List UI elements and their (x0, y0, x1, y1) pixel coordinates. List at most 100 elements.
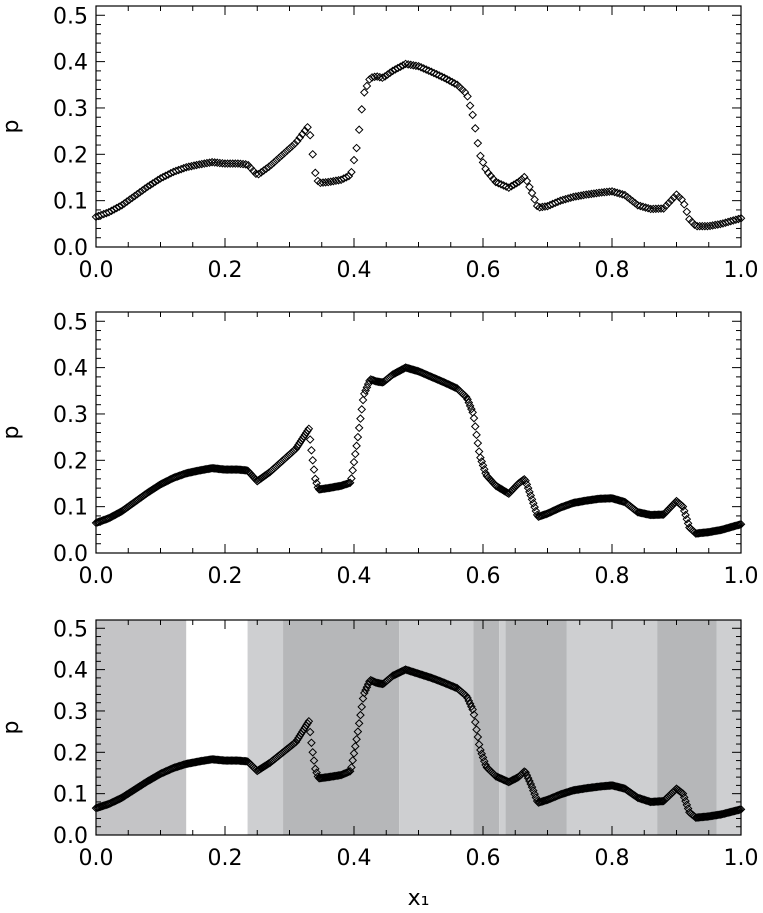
y-tick-label: 0.1 (53, 496, 88, 521)
data-point (472, 430, 481, 440)
data-point (672, 496, 681, 506)
data-point (309, 756, 319, 765)
data-point (672, 190, 681, 199)
y-tick-label: 0.2 (53, 449, 88, 474)
data-point (140, 184, 150, 193)
data-point (189, 161, 199, 170)
data-point (181, 162, 191, 172)
data-point (300, 126, 310, 136)
data-point (677, 195, 686, 204)
data-point (282, 452, 292, 462)
data-point (500, 776, 510, 785)
data-point (423, 370, 432, 380)
y-tick-label: 0.4 (53, 659, 88, 684)
data-point (307, 738, 316, 748)
data-point (464, 398, 474, 407)
data-point (349, 155, 359, 165)
data-point (267, 160, 276, 170)
data-point (233, 159, 243, 168)
data-point (530, 502, 539, 512)
data-point (522, 480, 532, 489)
data-point (416, 63, 426, 72)
data-point (683, 519, 693, 528)
data-point (385, 68, 395, 78)
data-point (519, 172, 529, 182)
data-point (726, 807, 735, 817)
data-point (504, 183, 514, 192)
data-point (358, 694, 368, 703)
data-point (179, 760, 189, 770)
y-axis-label: p (0, 120, 24, 134)
data-point (467, 702, 476, 711)
data-point (618, 190, 627, 199)
data-point (343, 767, 352, 777)
data-point (605, 781, 614, 790)
data-point (472, 725, 481, 734)
data-point (120, 199, 129, 208)
data-point (467, 404, 476, 414)
data-point (494, 178, 503, 188)
data-point (532, 201, 542, 211)
data-point (468, 705, 477, 714)
data-point (427, 372, 436, 382)
data-point (277, 151, 287, 160)
data-point (130, 191, 140, 201)
y-tick-label: 0.4 (53, 357, 88, 382)
data-point (529, 786, 538, 795)
data-point (114, 202, 124, 211)
data-point (507, 181, 516, 191)
data-point (633, 200, 643, 210)
data-point (664, 504, 674, 514)
data-point (607, 187, 617, 196)
data-point (437, 72, 447, 81)
data-point (438, 377, 448, 387)
data-series (91, 59, 746, 231)
data-point (527, 188, 537, 198)
data-point (679, 506, 689, 516)
x-tick-label: 1.0 (724, 258, 759, 283)
data-point (429, 68, 439, 78)
data-point (523, 773, 533, 783)
data-point (667, 502, 676, 511)
data-point (619, 497, 628, 506)
data-point (612, 188, 622, 198)
data-point (272, 155, 281, 165)
data-point (499, 181, 508, 190)
data-point (269, 464, 279, 473)
data-point (464, 696, 474, 706)
data-point (375, 377, 385, 387)
data-point (151, 177, 160, 187)
x-tick-label: 0.4 (337, 564, 372, 589)
y-axis-label: p (0, 721, 24, 735)
data-point (341, 768, 351, 778)
data-point (478, 158, 488, 167)
data-point (132, 189, 142, 199)
data-point (362, 81, 372, 91)
x-axis-label: x₁ (408, 886, 430, 911)
data-point (522, 176, 532, 186)
data-point (271, 462, 280, 472)
data-point (735, 520, 745, 529)
data-point (348, 466, 358, 475)
data-point (292, 136, 302, 146)
plot-frame (95, 5, 742, 248)
data-point (308, 150, 318, 159)
data-point (517, 175, 527, 184)
data-point (278, 456, 288, 465)
data-point (360, 688, 369, 698)
x-tick-label: 0.6 (466, 846, 501, 871)
data-point (357, 405, 367, 414)
data-point (651, 204, 661, 214)
x-tick-label: 0.6 (466, 258, 501, 283)
data-point (478, 753, 488, 762)
data-point (286, 449, 296, 458)
data-point (526, 779, 536, 789)
data-point (241, 466, 250, 475)
data-point (566, 193, 576, 202)
data-point (354, 719, 364, 728)
data-point (530, 195, 539, 204)
data-point (148, 179, 158, 188)
data-point (722, 808, 732, 818)
data-point (304, 424, 314, 434)
data-point (353, 727, 363, 736)
